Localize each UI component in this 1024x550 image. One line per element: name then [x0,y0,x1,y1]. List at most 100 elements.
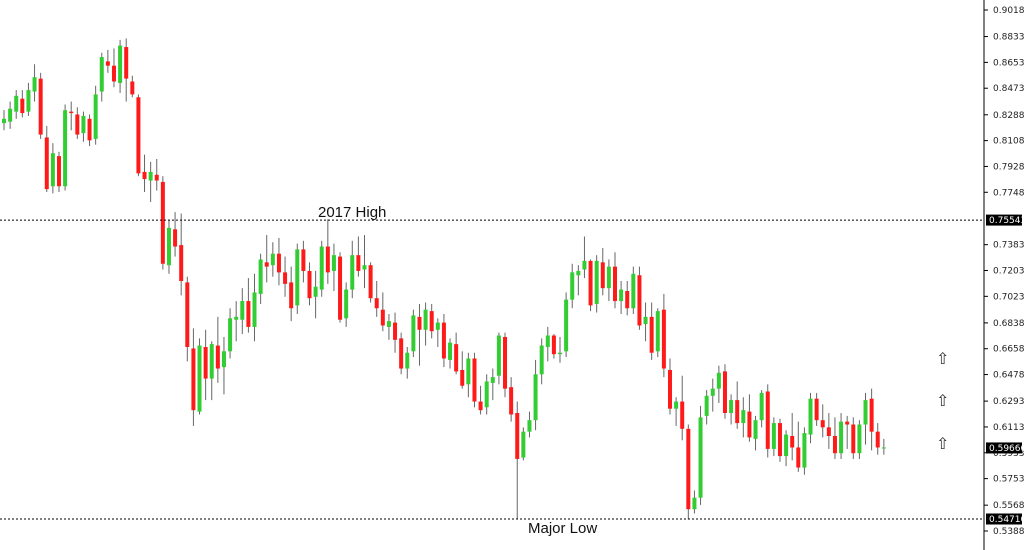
candle-down [289,282,294,309]
candle-up [313,286,318,297]
annotation-major-low: Major Low [528,520,597,537]
candle-up [545,335,550,347]
candle-up [808,398,813,435]
candle-up [14,95,19,112]
candle-up [258,259,263,294]
candle-down [820,420,825,428]
candle-down [417,316,422,330]
candle-down [551,335,556,355]
candle-up [496,335,501,376]
candle-down [307,270,312,299]
candle-up [692,497,697,510]
candle-up [99,57,104,92]
candle-down [75,114,80,135]
candle-down [124,47,129,79]
candle-down [325,246,330,273]
candle-up [197,345,202,412]
candle-up [423,309,428,330]
candle-up [741,410,746,424]
candle-up [484,381,489,408]
candle-down [826,427,831,436]
candle-up [166,227,171,266]
candle-down [600,262,605,289]
candle-up [631,273,636,309]
candle-up [729,400,734,414]
candle-up [521,431,526,458]
candle-down [56,156,61,187]
candle-up [234,316,239,320]
candle-up [533,374,538,421]
candle-down [649,316,654,353]
candle-up [331,255,336,271]
candle-up [539,345,544,375]
candle-down [503,336,508,389]
candle-down [472,358,477,402]
candle-down [875,431,880,448]
candle-up [839,421,844,454]
candle-down [832,435,837,454]
candle-down [588,260,593,306]
candle-up [411,315,416,352]
candle-down [215,345,220,369]
candle-down [38,78,43,135]
candle-up [8,108,13,122]
candle-up [570,272,575,300]
candle-down [160,181,165,264]
candle-up [148,171,153,181]
candle-down [185,282,190,347]
candle-down [460,369,465,386]
candle-up [2,118,6,124]
candle-up [32,77,37,92]
candle-up [50,153,55,187]
candle-down [399,338,404,369]
candle-down [661,309,666,369]
candle-up [857,424,862,454]
candle-up [209,344,214,379]
price-tag-high-text: 0.75543 [989,216,1024,226]
price-tag-current-bg [986,442,1022,454]
candle-down [374,298,379,309]
candle-up [863,400,868,425]
candle-up [619,289,624,302]
candle-up [26,90,31,112]
candle-up [228,318,233,352]
candle-up [759,392,764,421]
candle-up [362,265,367,270]
candle-down [722,371,727,414]
arrow-up-icon[interactable]: ⇧ [936,434,949,453]
candle-up [710,388,715,396]
candle-up [435,322,440,330]
candle-down [515,413,520,459]
arrow-up-icon[interactable]: ⇧ [936,349,949,368]
candle-down [203,346,208,379]
price-tag-low-bg [986,513,1022,525]
candle-down [613,266,617,302]
candle-down [765,391,770,449]
candle-down [509,387,514,415]
arrow-up-icon[interactable]: ⇧ [936,391,949,410]
candle-up [698,417,703,498]
candle-down [87,118,92,141]
candle-down [441,322,446,359]
price-tag-high-bg [986,214,1022,226]
candle-up [716,372,721,389]
candle-up [118,45,123,83]
candles-layer [2,38,886,520]
candle-up [802,433,807,468]
candle-down [667,369,672,409]
candle-up [527,420,532,432]
